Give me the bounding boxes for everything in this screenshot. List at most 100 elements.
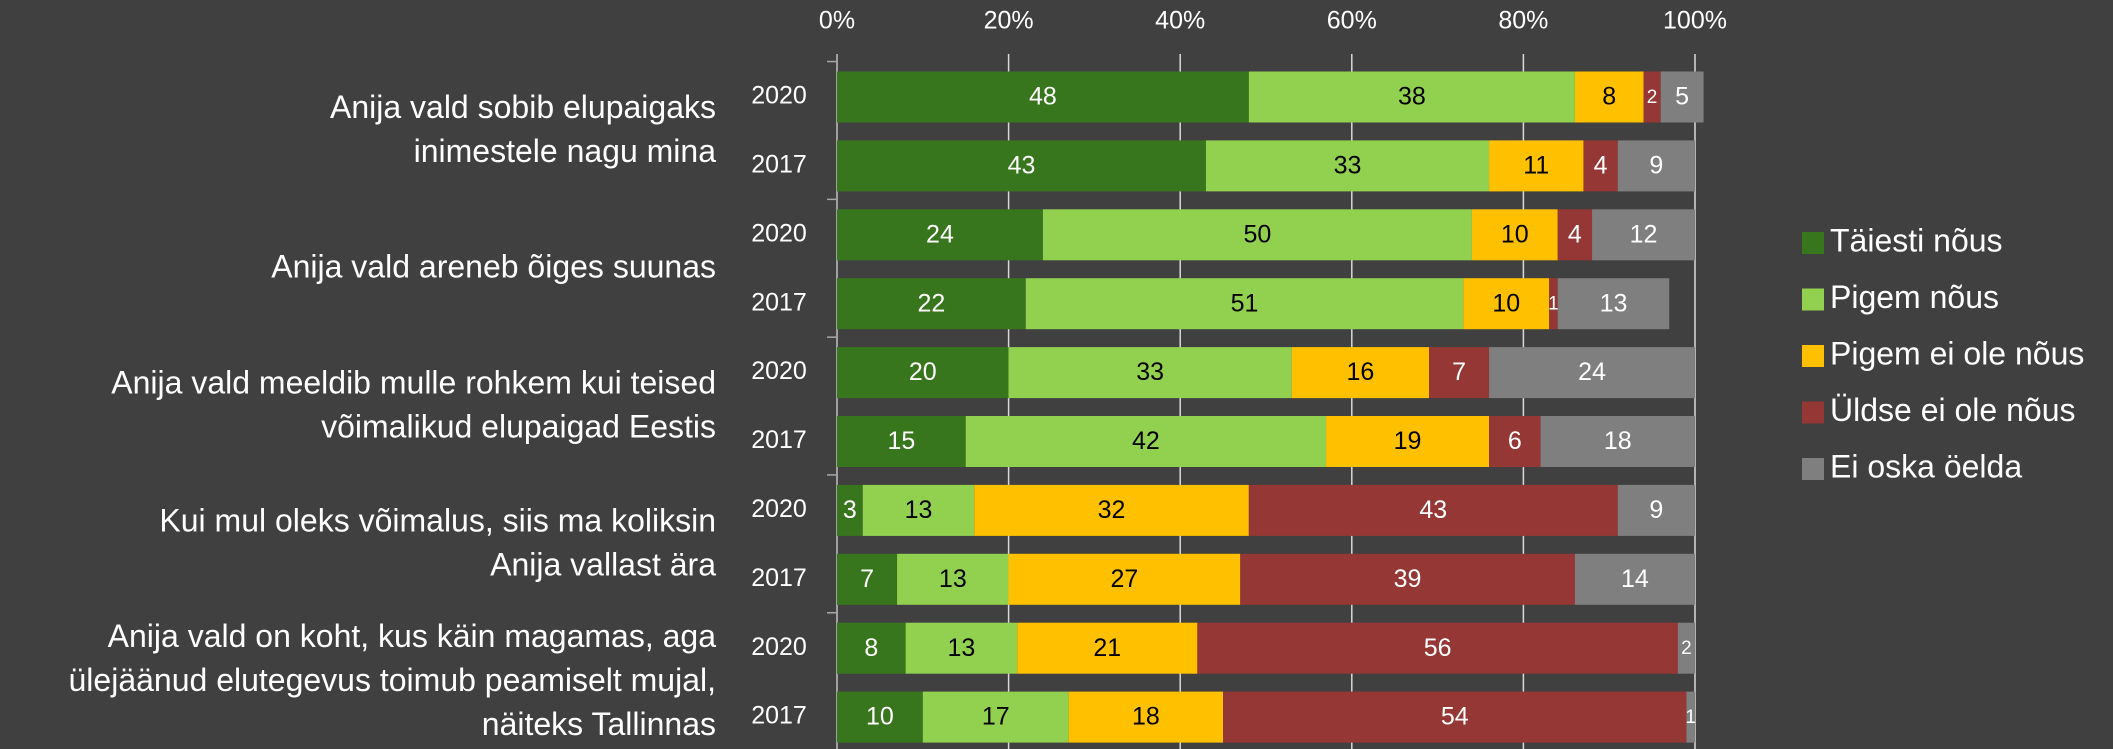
- bar-segment: [1008, 553, 1241, 605]
- data-label: 13: [948, 634, 976, 662]
- data-label: 43: [1419, 496, 1447, 524]
- data-label: 39: [1394, 565, 1422, 593]
- data-label: 10: [1492, 289, 1520, 317]
- legend-label: Täiesti nõus: [1830, 222, 2003, 258]
- legend-label: Ei oska öelda: [1830, 448, 2022, 484]
- bar-segment: [1643, 71, 1661, 123]
- data-label: 42: [1132, 427, 1160, 455]
- bar-segment: [1574, 553, 1695, 605]
- y-tick-label: 2020: [751, 357, 807, 385]
- data-label: 27: [1111, 565, 1139, 593]
- bar-segment: [1008, 347, 1292, 399]
- data-label: 56: [1424, 634, 1452, 662]
- data-label: 33: [1136, 358, 1164, 386]
- bar-segment: [1248, 71, 1575, 123]
- bar-segment: [1205, 140, 1490, 192]
- data-label: 4: [1568, 220, 1582, 248]
- bar-segment: [1660, 71, 1704, 123]
- data-label: 4: [1594, 152, 1608, 180]
- bar-segment: [905, 622, 1018, 674]
- bar-segment: [1017, 622, 1198, 674]
- x-tick-label: 20%: [984, 7, 1034, 35]
- data-label: 16: [1346, 358, 1374, 386]
- bar-segment: [1583, 140, 1618, 192]
- data-label: 38: [1398, 83, 1426, 111]
- data-label: 14: [1621, 565, 1649, 593]
- bar-segment: [837, 416, 966, 467]
- data-label: 13: [939, 565, 967, 593]
- bar-segment: [1557, 278, 1670, 330]
- bar-segment: [922, 691, 1069, 743]
- bar-segment: [837, 140, 1206, 192]
- y-tick-label: 2020: [751, 495, 807, 523]
- data-label: 54: [1441, 703, 1469, 731]
- legend-swatch: [1802, 232, 1824, 254]
- bar-segment: [1549, 278, 1558, 330]
- y-tick-label: 2020: [751, 219, 807, 247]
- data-label: 51: [1231, 289, 1259, 317]
- data-label: 13: [905, 496, 933, 524]
- group-label: võimalikud elupaigad Eestis: [321, 409, 716, 445]
- y-tick-label: 2017: [751, 151, 807, 179]
- bar-segment: [837, 278, 1026, 330]
- data-label: 8: [1602, 83, 1616, 111]
- bar-segment: [1617, 484, 1695, 536]
- bar-segment: [1223, 691, 1687, 743]
- x-tick-label: 60%: [1327, 7, 1377, 35]
- data-label: 6: [1508, 427, 1522, 455]
- group-label: ülejäänud elutegevus toimub peamiselt mu…: [69, 662, 717, 698]
- data-label: 12: [1630, 220, 1658, 248]
- data-label: 32: [1098, 496, 1126, 524]
- bar-segment: [1326, 416, 1490, 467]
- bar-segment: [1248, 484, 1618, 536]
- group-label: inimestele nagu mina: [414, 133, 717, 169]
- data-label: 5: [1675, 83, 1689, 111]
- group-label: Anija vald areneb õiges suunas: [271, 249, 716, 285]
- data-label: 13: [1600, 289, 1628, 317]
- data-label: 22: [917, 289, 945, 317]
- bar-segment: [1463, 278, 1550, 330]
- data-label: 2: [1647, 87, 1658, 108]
- group-label: Kui mul oleks võimalus, siis ma koliksin: [159, 502, 716, 538]
- bar-segment: [837, 553, 898, 605]
- bar-segment: [1197, 622, 1678, 674]
- group-label: Anija vald sobib elupaigaks: [330, 89, 716, 125]
- data-label: 7: [1452, 358, 1466, 386]
- data-label: 9: [1649, 496, 1663, 524]
- group-label: Anija vald meeldib mulle rohkem kui teis…: [111, 365, 716, 401]
- data-label: 48: [1029, 83, 1057, 111]
- bar-segment: [837, 71, 1249, 123]
- data-label: 10: [1501, 220, 1529, 248]
- data-label: 43: [1008, 152, 1036, 180]
- bar-segment: [1677, 622, 1695, 674]
- bar-segment: [1592, 209, 1695, 261]
- data-label: 10: [866, 703, 894, 731]
- bar-segment: [965, 416, 1327, 467]
- legend-label: Pigem ei ole nõus: [1830, 335, 2084, 371]
- legend-label: Üldse ei ole nõus: [1830, 392, 2075, 428]
- data-label: 17: [982, 703, 1010, 731]
- group-label: näiteks Tallinnas: [482, 706, 716, 742]
- data-label: 18: [1132, 703, 1160, 731]
- x-tick-label: 40%: [1155, 7, 1205, 35]
- y-tick-label: 2017: [751, 426, 807, 454]
- bar-segment: [974, 484, 1249, 536]
- bar-segment: [1489, 347, 1695, 399]
- data-label: 20: [909, 358, 937, 386]
- bar-segment: [862, 484, 975, 536]
- y-tick-label: 2017: [751, 702, 807, 730]
- bar-segment: [1291, 347, 1430, 399]
- bar-segment: [1240, 553, 1575, 605]
- legend-swatch: [1802, 288, 1824, 311]
- data-label: 8: [864, 634, 878, 662]
- data-label: 33: [1334, 152, 1362, 180]
- data-label: 7: [860, 565, 874, 593]
- data-label: 50: [1244, 220, 1272, 248]
- bar-segment: [1540, 416, 1695, 467]
- group-label: Anija vallast ära: [490, 546, 716, 582]
- y-tick-label: 2017: [751, 288, 807, 316]
- y-tick-label: 2017: [751, 564, 807, 592]
- data-label: 18: [1604, 427, 1632, 455]
- bar-segment: [837, 347, 1009, 399]
